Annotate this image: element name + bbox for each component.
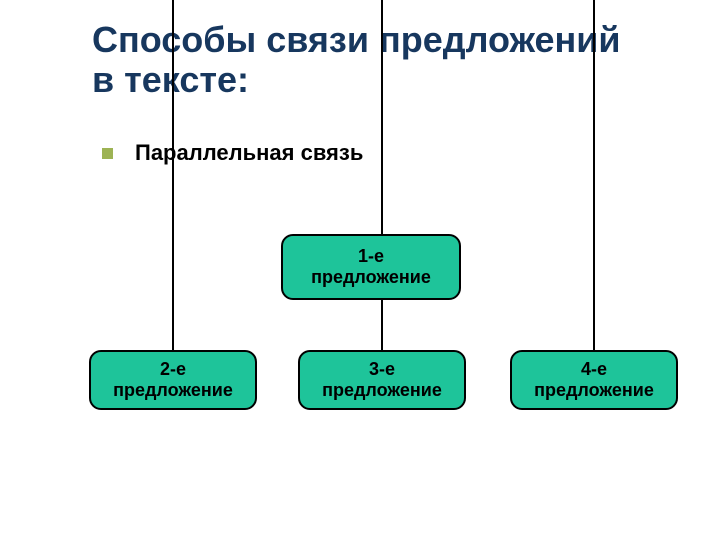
diagram-node-root: 1-е предложение [281, 234, 461, 300]
bullet-row: Параллельная связь [102, 140, 363, 166]
diagram-node: 4-е предложение [510, 350, 678, 410]
connector-line [172, 0, 174, 380]
page-title: Способы связи предложений в тексте: [92, 20, 652, 99]
connector-line [593, 0, 595, 377]
slide: { "canvas": { "width": 720, "height": 54… [0, 0, 720, 540]
diagram-node: 2-е предложение [89, 350, 257, 410]
connector-line [381, 0, 383, 380]
diagram-node: 3-е предложение [298, 350, 466, 410]
bullet-square-icon [102, 148, 113, 159]
bullet-text: Параллельная связь [135, 140, 363, 166]
